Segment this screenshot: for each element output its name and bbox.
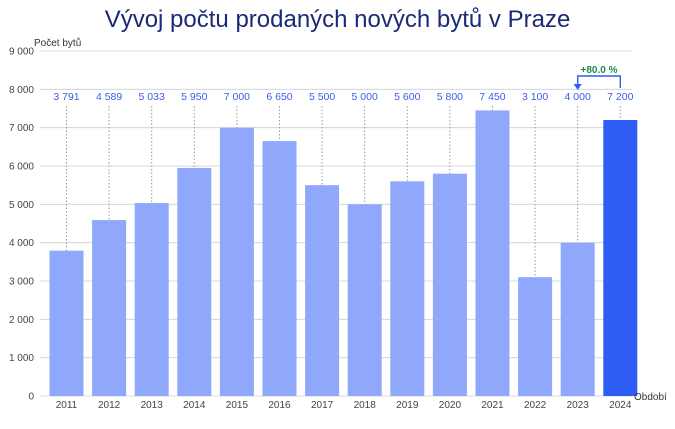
- data-label: 5 800: [437, 91, 463, 103]
- data-label: 4 000: [565, 91, 591, 103]
- x-tick-label: 2013: [141, 400, 164, 411]
- data-label: 3 100: [522, 91, 548, 103]
- data-label: 3 791: [53, 91, 79, 103]
- y-tick-label: 4 000: [9, 238, 34, 249]
- y-tick-label: 3 000: [9, 277, 34, 288]
- y-axis-label: Počet bytů: [34, 37, 81, 49]
- y-tick-label: 5 000: [9, 200, 34, 211]
- x-tick-label: 2024: [609, 400, 632, 411]
- data-label: 5 600: [394, 91, 420, 103]
- y-tick-label: 6 000: [9, 162, 34, 173]
- data-label: 5 500: [309, 91, 335, 103]
- data-label: 7 000: [224, 91, 250, 103]
- x-axis-label: Období: [634, 392, 667, 403]
- x-tick-label: 2015: [226, 400, 249, 411]
- bar-2019: [390, 181, 425, 396]
- bar-2013: [134, 203, 169, 396]
- x-tick-label: 2016: [268, 400, 291, 411]
- data-label: 5 000: [352, 91, 378, 103]
- bar-2020: [432, 173, 467, 396]
- bar-2015: [219, 127, 254, 397]
- data-label: 6 650: [266, 91, 292, 103]
- bar-2011: [49, 250, 84, 396]
- bar-2022: [518, 277, 553, 396]
- y-tick-label: 9 000: [9, 47, 34, 58]
- chart-title: Vývoj počtu prodaných nových bytů v Praz…: [104, 6, 571, 33]
- x-tick-label: 2012: [98, 400, 121, 411]
- x-tick-label: 2021: [481, 400, 504, 411]
- x-tick-label: 2018: [354, 400, 377, 411]
- bar-2012: [92, 220, 127, 396]
- bar-2021: [475, 110, 510, 397]
- x-tick-label: 2023: [567, 400, 590, 411]
- bar-2023: [560, 242, 595, 396]
- y-tick-label: 2 000: [9, 315, 34, 326]
- data-label: 4 589: [96, 91, 122, 103]
- bar-2014: [177, 167, 212, 396]
- bar-2024: [603, 120, 638, 396]
- bar-2016: [262, 141, 297, 396]
- data-label: 7 450: [479, 91, 505, 103]
- y-tick-label: 8 000: [9, 85, 34, 96]
- y-tick-label: 0: [28, 392, 34, 403]
- x-tick-label: 2011: [56, 400, 78, 411]
- x-tick-label: 2014: [183, 400, 206, 411]
- x-tick-label: 2019: [396, 400, 419, 411]
- y-tick-label: 1 000: [9, 353, 34, 364]
- bar-2017: [305, 185, 340, 396]
- growth-bracket: [577, 75, 621, 88]
- x-tick-label: 2020: [439, 400, 462, 411]
- x-tick-label: 2017: [311, 400, 334, 411]
- y-tick-label: 7 000: [9, 123, 34, 134]
- data-label: 5 033: [139, 91, 165, 103]
- data-label: 5 950: [181, 91, 207, 103]
- growth-arrow-icon: [573, 84, 582, 90]
- data-label: 7 200: [607, 91, 633, 103]
- growth-label: +80.0 %: [581, 65, 618, 76]
- bar-2018: [347, 204, 382, 396]
- x-tick-label: 2022: [524, 400, 547, 411]
